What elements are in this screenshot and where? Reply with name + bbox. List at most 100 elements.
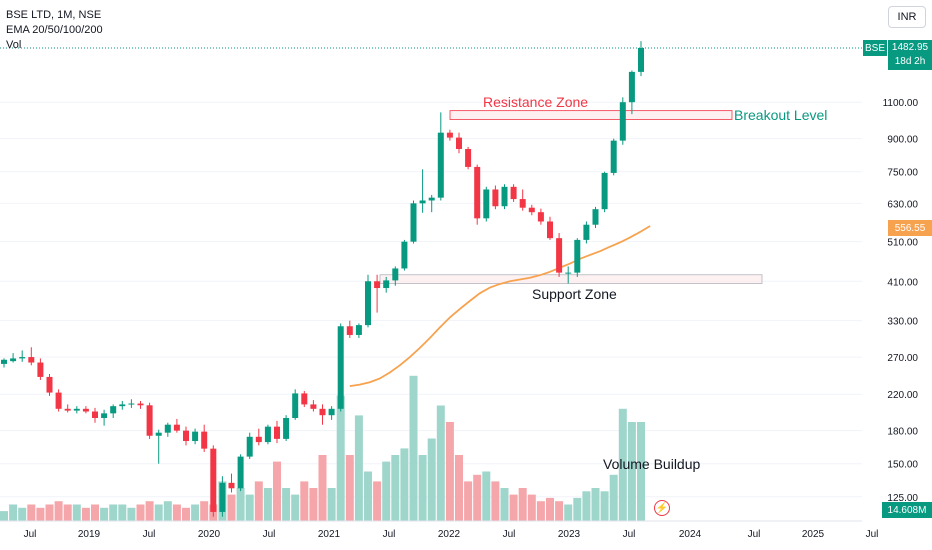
candle[interactable] <box>537 208 544 225</box>
volume-bar <box>564 504 573 521</box>
candle[interactable] <box>19 350 26 362</box>
candle[interactable] <box>192 428 199 445</box>
candle[interactable] <box>365 274 371 328</box>
candle[interactable] <box>73 406 80 414</box>
candle[interactable] <box>583 221 590 244</box>
candle[interactable] <box>155 429 162 464</box>
candle[interactable] <box>355 323 362 338</box>
candle[interactable] <box>82 406 89 414</box>
last-price-tag: 1482.95 18d 2h <box>888 40 932 70</box>
candle[interactable] <box>55 389 62 412</box>
candle[interactable] <box>337 323 344 412</box>
legend-ema[interactable]: EMA 20/50/100/200 <box>6 24 103 36</box>
candle[interactable] <box>392 266 399 286</box>
candle[interactable] <box>492 185 499 210</box>
volume-bar <box>591 488 600 521</box>
candle[interactable] <box>146 402 153 439</box>
legend-volume[interactable]: Vol <box>6 39 22 51</box>
candle-body <box>210 448 217 512</box>
candle[interactable] <box>592 206 599 228</box>
candle[interactable] <box>237 454 244 492</box>
candle[interactable] <box>601 171 608 213</box>
volume-bar <box>291 494 300 521</box>
candle[interactable] <box>283 415 290 442</box>
volume-bar <box>445 422 454 521</box>
candle[interactable] <box>219 476 226 517</box>
volume-bar <box>582 491 591 521</box>
candle[interactable] <box>565 266 572 284</box>
candle[interactable] <box>292 389 299 420</box>
candle[interactable] <box>101 409 108 426</box>
candle[interactable] <box>519 189 526 211</box>
candle[interactable] <box>547 216 553 240</box>
candle[interactable] <box>638 41 644 77</box>
candle[interactable] <box>274 420 280 444</box>
candle[interactable] <box>10 353 17 363</box>
volume-bar <box>309 488 318 521</box>
candle[interactable] <box>501 184 508 210</box>
lightning-icon[interactable]: ⚡ <box>654 500 670 516</box>
candle[interactable] <box>419 169 426 213</box>
candle[interactable] <box>465 146 472 170</box>
candle[interactable] <box>437 112 444 201</box>
volume-bar <box>282 488 291 521</box>
candle[interactable] <box>619 97 626 145</box>
currency-button[interactable]: INR <box>888 6 926 28</box>
candle[interactable] <box>164 422 171 437</box>
candle[interactable] <box>383 276 390 293</box>
candle[interactable] <box>201 424 208 453</box>
candle[interactable] <box>110 404 117 418</box>
volume-bar <box>145 501 154 521</box>
candle[interactable] <box>246 432 253 459</box>
candle[interactable] <box>310 400 317 412</box>
volume-bar <box>364 471 372 521</box>
candle[interactable] <box>301 390 308 408</box>
legend-symbol[interactable]: BSE LTD, 1M, NSE <box>6 9 102 21</box>
candle-body <box>610 140 617 173</box>
candle[interactable] <box>37 358 44 380</box>
candle[interactable] <box>374 274 381 313</box>
candle[interactable] <box>556 232 563 277</box>
candle[interactable] <box>628 70 635 115</box>
candle[interactable] <box>228 473 235 493</box>
candle[interactable] <box>210 445 217 517</box>
candle-body <box>246 436 253 457</box>
time-tick-label: 2019 <box>78 529 101 540</box>
candle[interactable] <box>255 428 262 446</box>
candle[interactable] <box>510 184 517 202</box>
candle[interactable] <box>92 407 98 423</box>
candle-body <box>374 281 381 289</box>
candle[interactable] <box>401 239 408 271</box>
candle[interactable] <box>264 424 271 445</box>
candle[interactable] <box>328 406 335 420</box>
candle[interactable] <box>183 426 189 446</box>
time-tick-label: Jul <box>24 529 37 540</box>
candle[interactable] <box>610 138 617 176</box>
candle[interactable] <box>28 347 35 366</box>
candle[interactable] <box>346 320 353 338</box>
candle[interactable] <box>474 164 481 225</box>
candle[interactable] <box>319 404 326 425</box>
volume-bar <box>327 488 336 521</box>
candle[interactable] <box>446 129 453 141</box>
resistance-zone-label: Resistance Zone <box>483 94 588 110</box>
volume-bar <box>36 507 45 521</box>
volume-bar <box>100 507 109 521</box>
candle[interactable] <box>119 400 126 410</box>
candle[interactable] <box>46 373 53 396</box>
candle[interactable] <box>64 404 71 413</box>
candle-body <box>628 71 635 103</box>
price-tick-label: 630.00 <box>887 199 918 210</box>
candle[interactable] <box>428 194 435 213</box>
candle[interactable] <box>173 418 180 433</box>
candle[interactable] <box>456 132 462 154</box>
candle[interactable] <box>128 399 135 408</box>
candle[interactable] <box>528 204 535 216</box>
candle[interactable] <box>574 238 581 277</box>
candle[interactable] <box>410 200 417 244</box>
candle[interactable] <box>483 186 490 222</box>
candle[interactable] <box>137 400 144 409</box>
candle[interactable] <box>1 358 7 368</box>
price-tick-label: 270.00 <box>887 353 918 364</box>
